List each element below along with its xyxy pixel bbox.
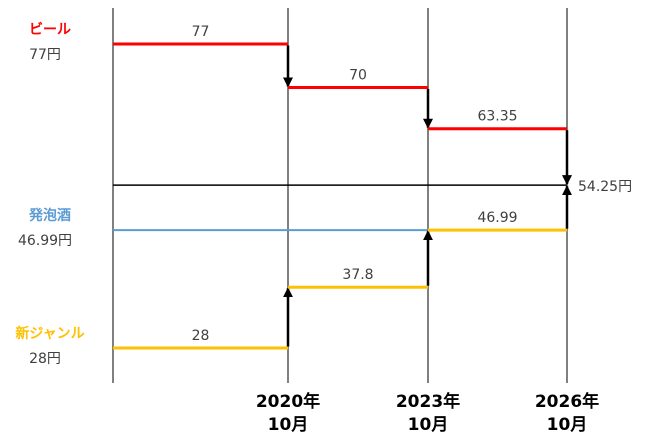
target-label: 54.25円 [578,179,632,195]
x-tick-label: 10月 [547,415,588,435]
value-label: 28 [192,328,210,344]
value-label: 63.35 [477,109,517,125]
value-label: 77 [192,24,210,40]
legend-value: 28円 [29,351,61,367]
x-tick-label: 2020年 [256,391,320,412]
legend-name: 発泡酒 [28,207,71,224]
x-tick-label: 2023年 [396,391,460,412]
legend-name: ビール [29,22,71,38]
legend-value: 46.99円 [18,233,72,249]
legend-value: 77円 [29,47,61,63]
x-tick-label: 10月 [408,415,449,435]
value-label: 46.99 [477,210,517,226]
x-tick-label: 2026年 [535,391,599,412]
value-label: 70 [349,67,367,83]
value-label: 37.8 [342,267,373,283]
legend-name: 新ジャンル [15,325,84,342]
x-tick-label: 10月 [268,415,309,435]
